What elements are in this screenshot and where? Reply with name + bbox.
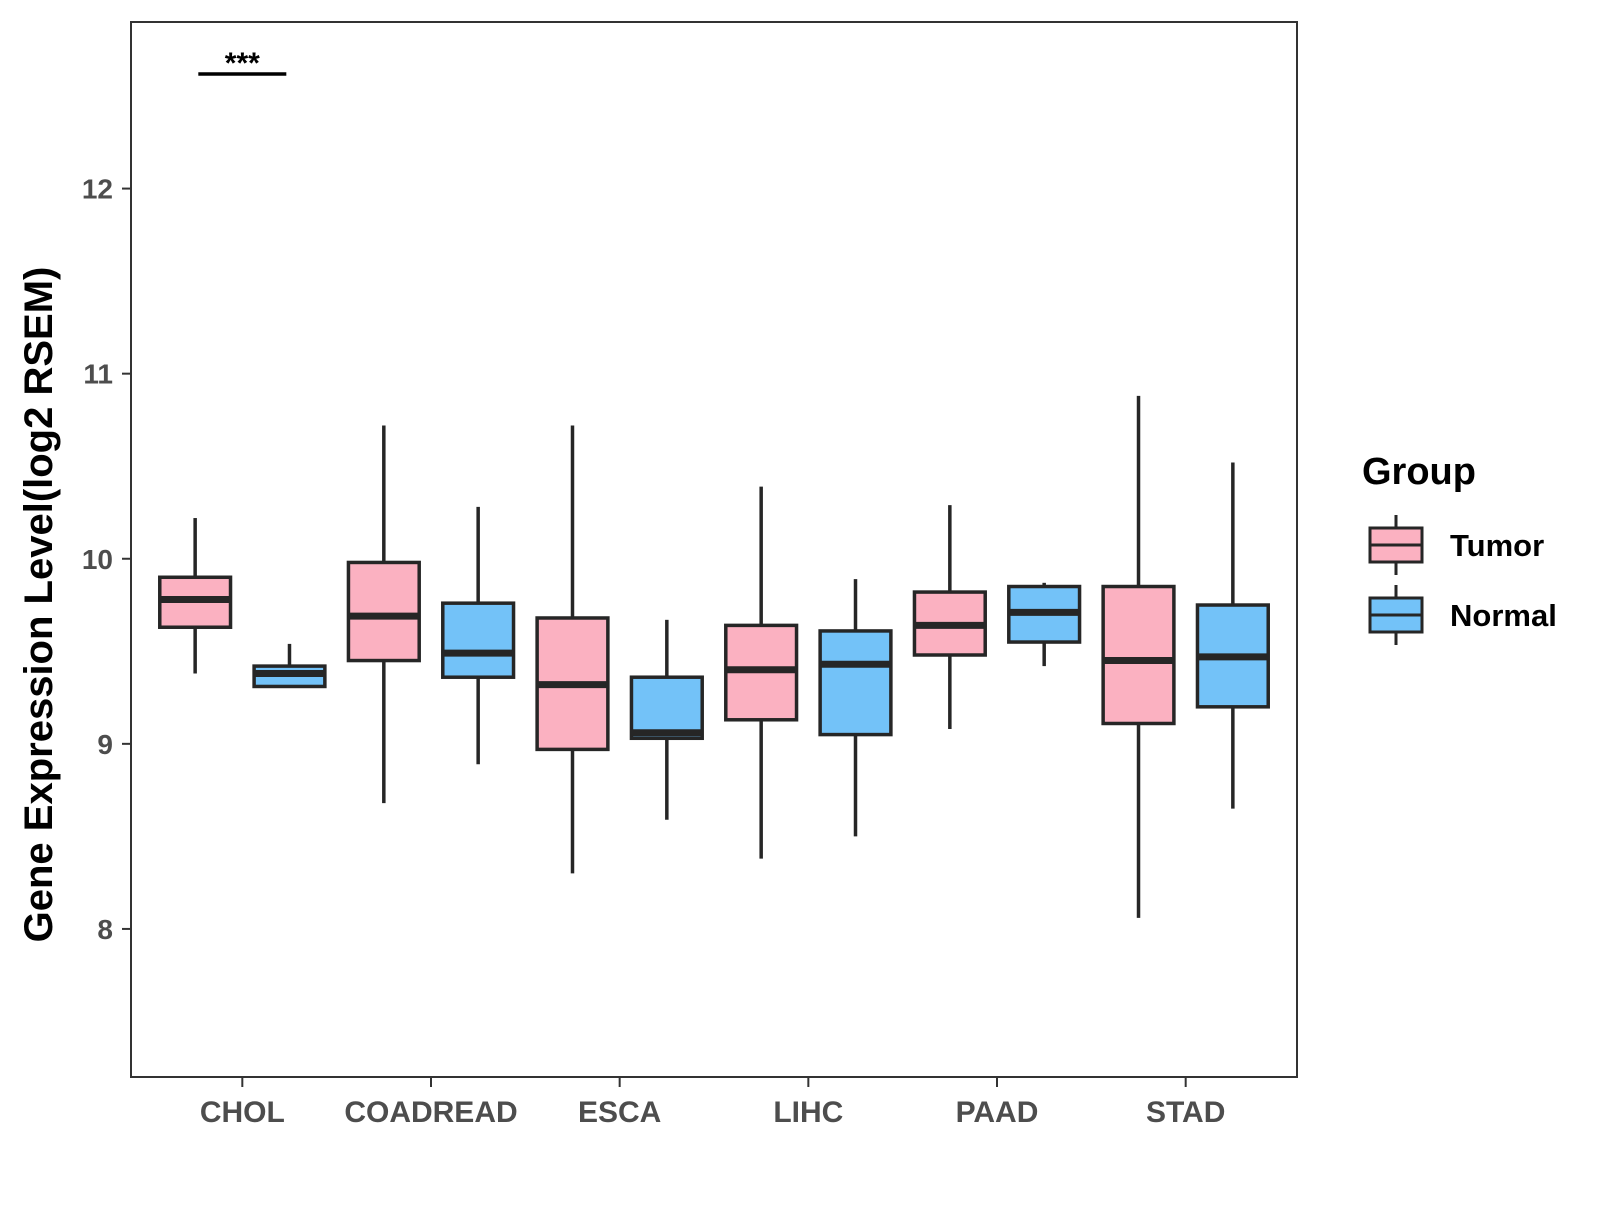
x-tick-label: ESCA (578, 1096, 661, 1129)
box-normal-coadread (441, 506, 516, 765)
x-tick-label: CHOL (200, 1096, 285, 1129)
box-tumor-esca (535, 425, 610, 874)
series-normal (252, 462, 1270, 837)
box-iqr (818, 629, 893, 737)
plot-panel-border (130, 21, 1298, 1078)
box-iqr (346, 560, 421, 663)
legend-key-tumor (1368, 515, 1424, 575)
y-tick-label: 8 (97, 914, 113, 945)
x-axis: CHOL COADREAD ESCA LIHC PAAD STAD (200, 1077, 1225, 1129)
x-tick-label: COADREAD (344, 1096, 517, 1129)
box-tumor-lihc (724, 486, 799, 859)
y-axis-title: Gene Expression Level(log2 RSEM) (17, 267, 61, 943)
legend-label-tumor: Tumor (1450, 528, 1544, 563)
legend-key-normal (1368, 585, 1424, 645)
y-tick-label: 11 (83, 359, 113, 390)
x-tick-label: STAD (1146, 1096, 1225, 1129)
series-tumor (158, 395, 1176, 918)
box-tumor-coadread (346, 425, 421, 804)
box-iqr (441, 601, 516, 679)
box-normal-esca (629, 619, 704, 820)
box-tumor-chol (158, 518, 233, 674)
legend-label-normal: Normal (1450, 598, 1557, 633)
box-normal-paad (1007, 582, 1082, 667)
box-normal-lihc (818, 579, 893, 837)
box-tumor-stad (1101, 395, 1176, 918)
legend: Group Tumor Normal (1362, 451, 1557, 645)
significance-label: *** (225, 47, 260, 80)
y-tick-label: 9 (97, 729, 113, 760)
box-iqr (629, 675, 704, 741)
legend-title: Group (1362, 451, 1476, 493)
box-normal-stad (1195, 462, 1270, 809)
box-iqr (1101, 584, 1176, 726)
x-tick-label: LIHC (773, 1096, 843, 1129)
x-tick-label: PAAD (956, 1096, 1039, 1129)
significance-annotations: *** (198, 47, 287, 80)
legend-entries: Tumor Normal (1368, 515, 1557, 645)
y-axis: 8 9 10 11 12 (82, 174, 131, 945)
plot-area: 8 9 10 11 12 CHOL COADREAD ESCA LIHC PAAD STAD **… (82, 21, 1298, 1129)
y-tick-label: 12 (82, 174, 113, 205)
box-series-group (158, 395, 1270, 918)
box-normal-chol (252, 643, 327, 689)
box-tumor-paad (912, 505, 987, 730)
y-tick-label: 10 (82, 544, 113, 575)
